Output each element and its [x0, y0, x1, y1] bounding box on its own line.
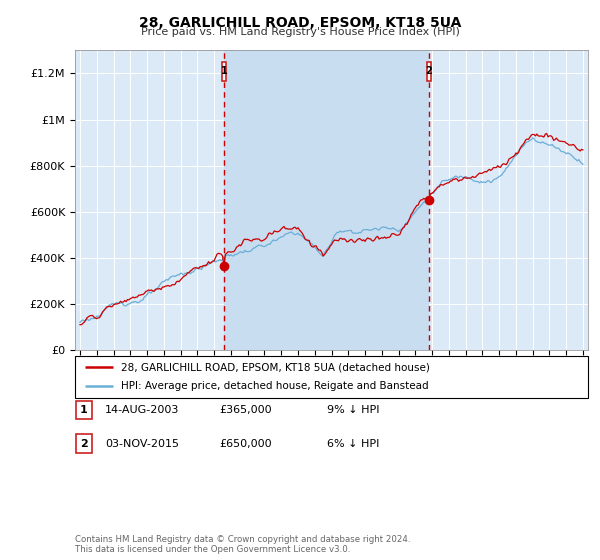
Text: 28, GARLICHILL ROAD, EPSOM, KT18 5UA (detached house): 28, GARLICHILL ROAD, EPSOM, KT18 5UA (de… — [121, 362, 430, 372]
FancyBboxPatch shape — [222, 62, 226, 81]
Text: 1: 1 — [221, 67, 227, 76]
Text: 03-NOV-2015: 03-NOV-2015 — [105, 438, 179, 449]
Text: Price paid vs. HM Land Registry's House Price Index (HPI): Price paid vs. HM Land Registry's House … — [140, 27, 460, 37]
Text: 14-AUG-2003: 14-AUG-2003 — [105, 405, 179, 415]
Text: 2: 2 — [425, 67, 432, 76]
FancyBboxPatch shape — [76, 401, 92, 419]
Text: HPI: Average price, detached house, Reigate and Banstead: HPI: Average price, detached house, Reig… — [121, 381, 429, 391]
FancyBboxPatch shape — [76, 435, 92, 452]
Bar — [224, 50, 429, 350]
Text: 2: 2 — [80, 438, 88, 449]
Text: £365,000: £365,000 — [219, 405, 272, 415]
Text: Contains HM Land Registry data © Crown copyright and database right 2024.
This d: Contains HM Land Registry data © Crown c… — [75, 535, 410, 554]
Text: £650,000: £650,000 — [219, 438, 272, 449]
Text: 9% ↓ HPI: 9% ↓ HPI — [327, 405, 380, 415]
Text: 6% ↓ HPI: 6% ↓ HPI — [327, 438, 379, 449]
Text: 28, GARLICHILL ROAD, EPSOM, KT18 5UA: 28, GARLICHILL ROAD, EPSOM, KT18 5UA — [139, 16, 461, 30]
FancyBboxPatch shape — [427, 62, 431, 81]
Text: 1: 1 — [80, 405, 88, 415]
